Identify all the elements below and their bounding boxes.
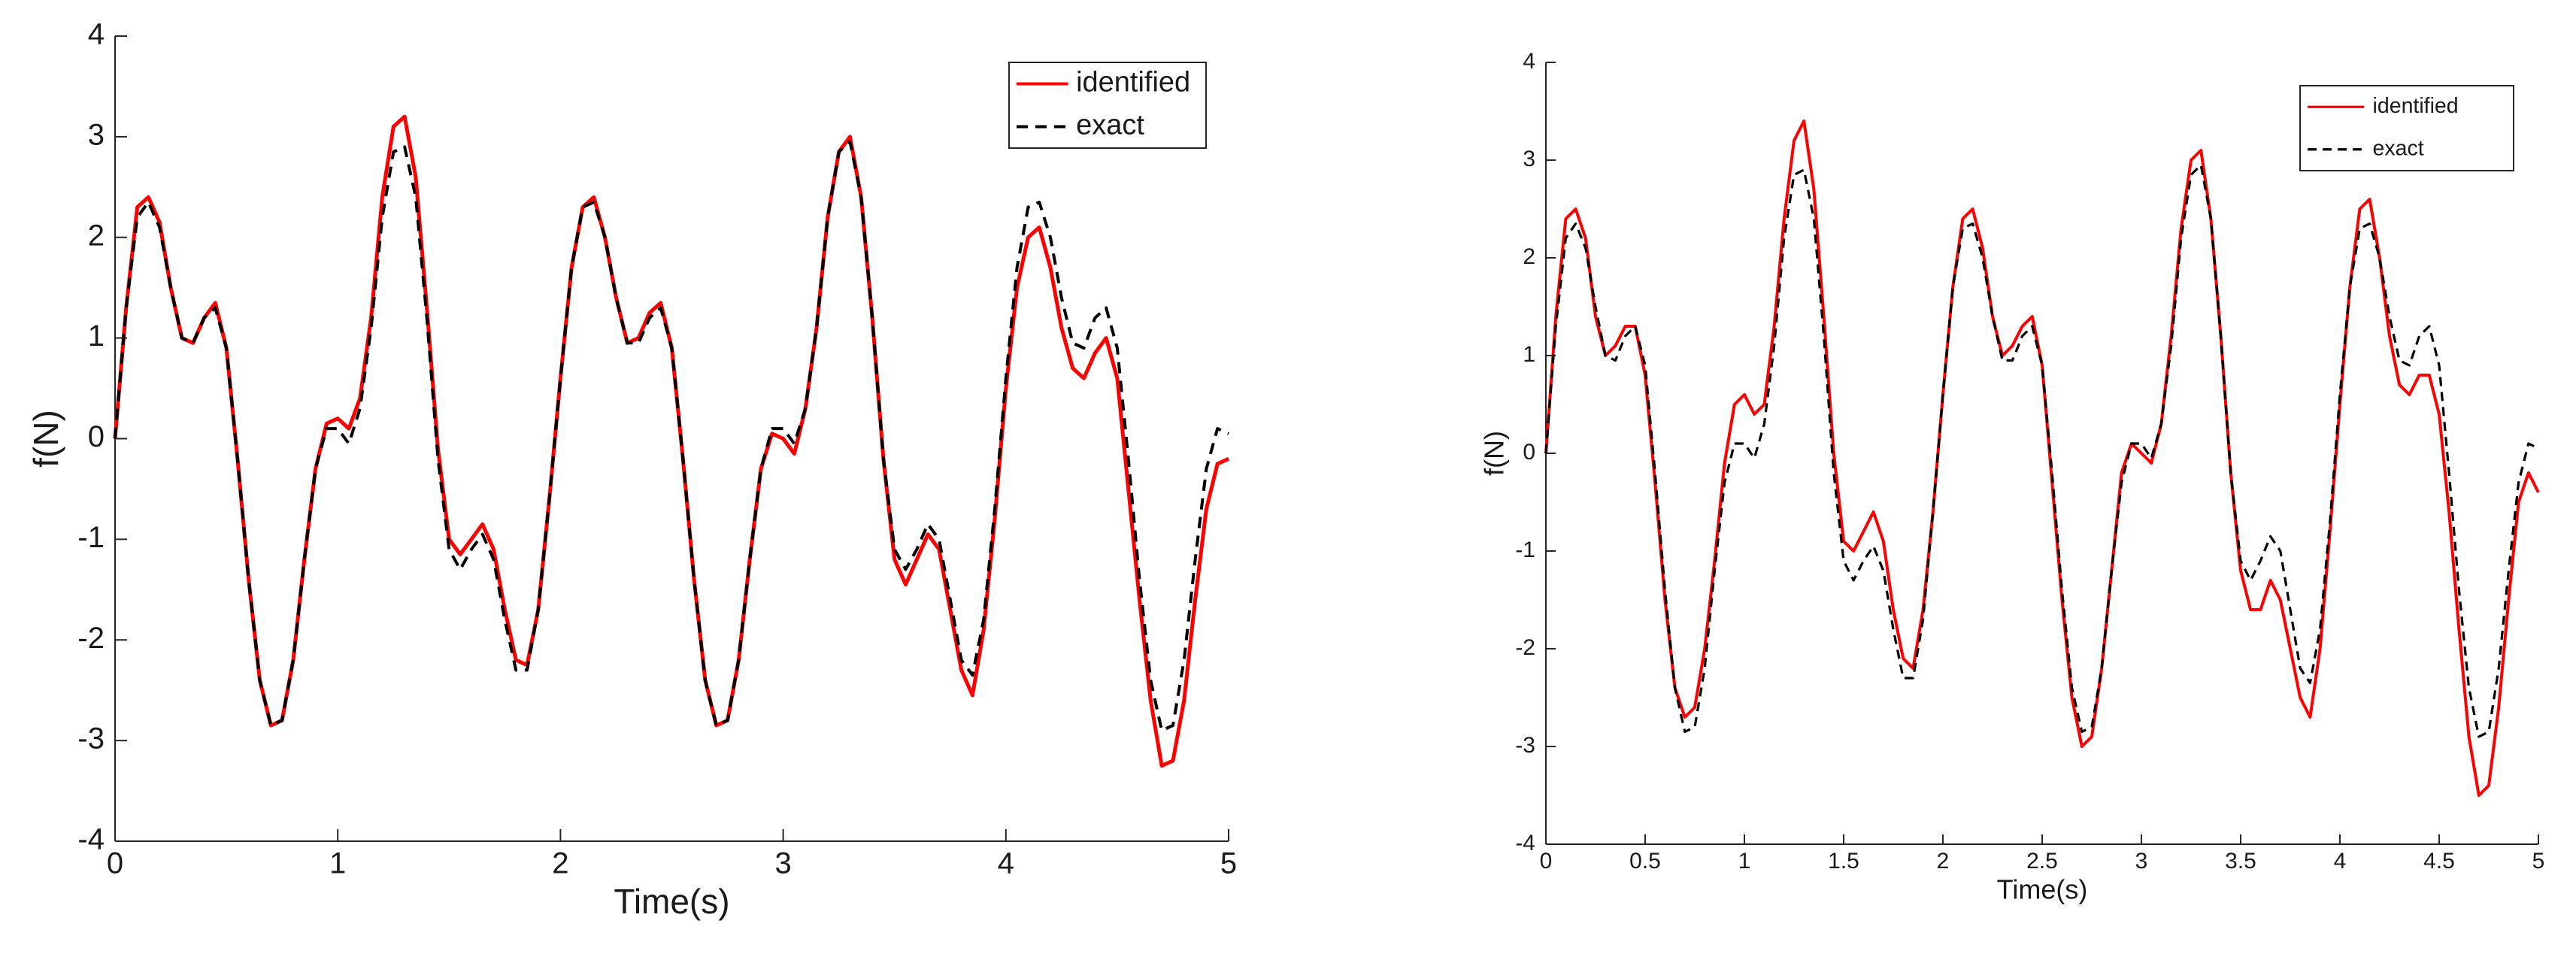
y-tick-label: -1 xyxy=(77,521,105,554)
y-tick-label: -4 xyxy=(1515,831,1535,855)
y-tick-label: 0 xyxy=(1523,440,1535,465)
x-tick-label: 1 xyxy=(329,847,346,880)
y-tick-label: 2 xyxy=(1523,244,1535,269)
y-tick-label: -3 xyxy=(1515,733,1535,758)
x-tick-label: 4.5 xyxy=(2423,849,2455,874)
data-line xyxy=(113,114,1230,768)
x-tick-label: 0 xyxy=(1540,849,1553,874)
y-tick-label: 1 xyxy=(1523,342,1535,367)
x-tick-label: 1 xyxy=(1738,849,1751,874)
y-axis-label: f(N) xyxy=(26,410,65,468)
legend-box xyxy=(1008,62,1207,149)
x-tick-label: 5 xyxy=(2532,849,2545,874)
data-line xyxy=(1544,120,2540,797)
y-tick-label: 3 xyxy=(1523,147,1535,171)
chart: -4 -3 -2 -1 0 1 2 3 4 0 0.5 1 1.5 2 2.5 3 3.5 4 4.5 5 Time(s… xyxy=(1479,49,2545,905)
y-tick-label: -2 xyxy=(77,622,105,655)
x-tick-label: 1.5 xyxy=(1828,849,1859,874)
y-tick-label: -1 xyxy=(1515,537,1535,562)
x-tick-label: 3 xyxy=(2135,849,2148,874)
y-tick-label: 3 xyxy=(88,118,105,151)
x-axis-label: Time(s) xyxy=(1997,874,2088,905)
legend-label: exact xyxy=(2373,136,2424,160)
y-tick-label: 4 xyxy=(88,18,105,51)
x-tick-label: 2.5 xyxy=(2026,849,2058,874)
y-tick-label: 2 xyxy=(88,219,105,252)
y-tick-label: 0 xyxy=(88,420,105,453)
x-tick-label: 3 xyxy=(774,847,791,880)
x-tick-label: 2 xyxy=(552,847,568,880)
data-line xyxy=(114,140,1229,732)
y-tick-label: 4 xyxy=(1523,49,1535,74)
y-tick-label: -4 xyxy=(77,823,105,856)
legend-label: identified xyxy=(2373,94,2459,118)
x-tick-label: 0.5 xyxy=(1629,849,1661,874)
x-tick-label: 4 xyxy=(2334,849,2347,874)
legend-box xyxy=(2299,85,2514,171)
x-tick-label: 5 xyxy=(1220,847,1237,880)
x-tick-label: 0 xyxy=(107,847,123,880)
chart: -4 -3 -2 -1 0 1 2 3 4 0 1 2 3 4 5 Time(s) f(N) identified… xyxy=(26,18,1237,922)
y-axis-label: f(N) xyxy=(1479,431,1510,476)
y-tick-label: 1 xyxy=(88,319,105,353)
y-tick-label: -2 xyxy=(1515,635,1535,660)
y-tick-label: -3 xyxy=(77,722,105,755)
legend-label: exact xyxy=(1076,110,1144,141)
x-tick-label: 2 xyxy=(1937,849,1950,874)
x-tick-label: 4 xyxy=(998,847,1014,880)
x-tick-label: 3.5 xyxy=(2225,849,2256,874)
x-axis-label: Time(s) xyxy=(614,882,729,921)
data-line xyxy=(1544,163,2539,738)
legend-label: identified xyxy=(1076,67,1190,98)
